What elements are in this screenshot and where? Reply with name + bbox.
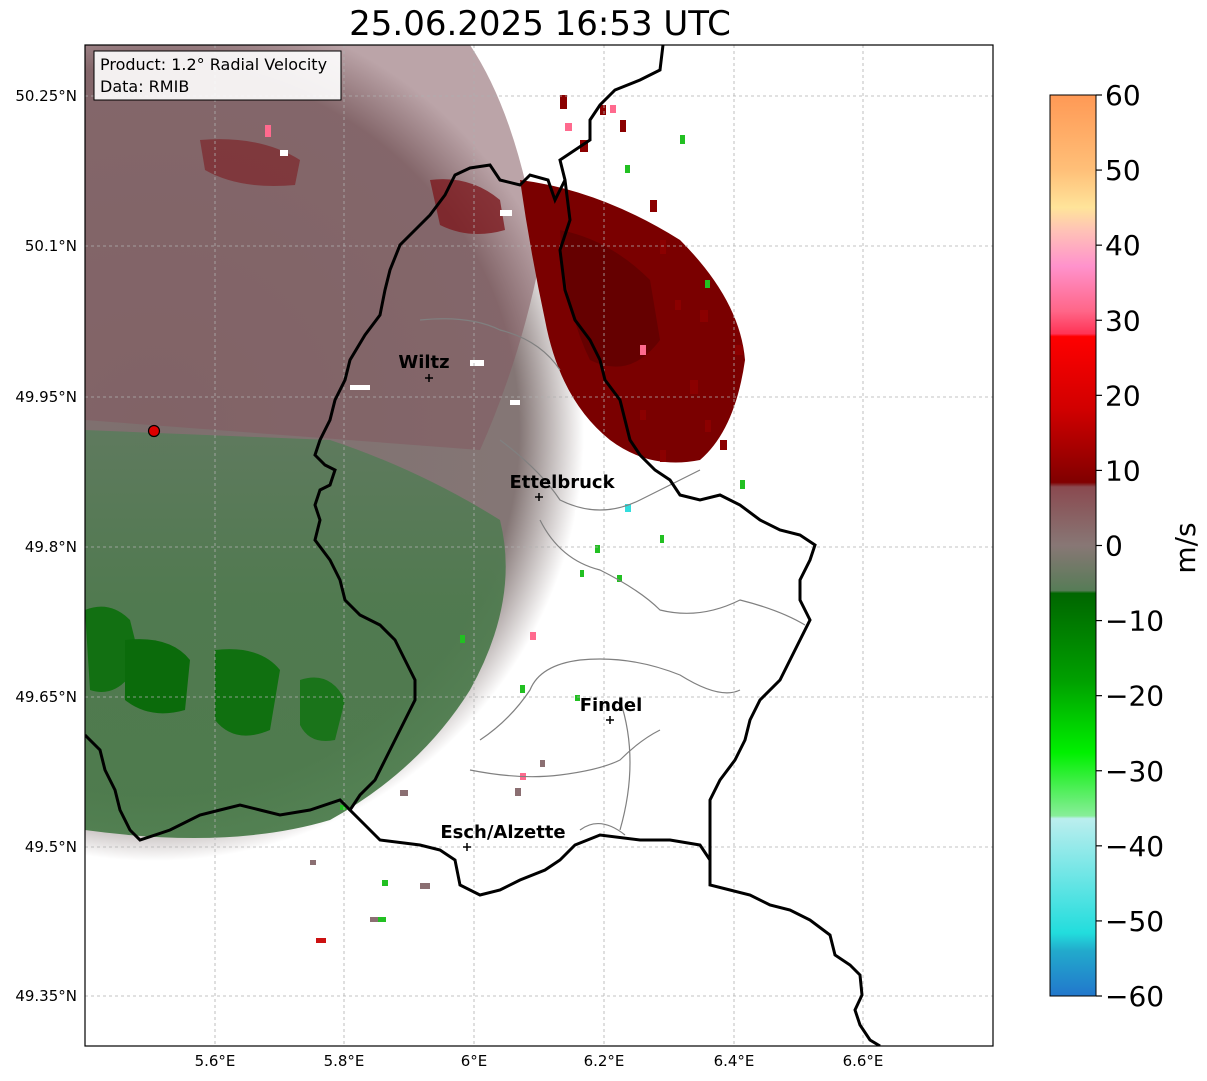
- lat-axis: 50.25°N 50.1°N 49.95°N 49.8°N 49.65°N 49…: [15, 87, 77, 1005]
- lon-tick: 6.6°E: [843, 1052, 884, 1070]
- lat-tick: 49.5°N: [25, 838, 77, 856]
- radar-layer: [85, 45, 745, 943]
- colorbar-tick-label: −30: [1105, 755, 1164, 788]
- lat-tick: 50.1°N: [25, 237, 77, 255]
- info-source: Data: RMIB: [100, 77, 189, 96]
- lon-tick: 6.4°E: [714, 1052, 755, 1070]
- gridlines: [85, 45, 993, 1046]
- lon-tick: 5.6°E: [195, 1052, 236, 1070]
- lat-tick: 49.65°N: [15, 688, 77, 706]
- map-frame: [84, 44, 994, 1047]
- colorbar-tick-label: −10: [1105, 605, 1164, 638]
- city-label-wiltz: Wiltz: [398, 352, 449, 373]
- colorbar-tick-label: 30: [1105, 304, 1141, 337]
- lat-tick: 49.95°N: [15, 388, 77, 406]
- lat-tick: 50.25°N: [15, 87, 77, 105]
- lat-tick: 49.35°N: [15, 987, 77, 1005]
- colorbar-gradient: [1049, 94, 1097, 997]
- colorbar-tick-label: −50: [1105, 905, 1164, 938]
- colorbar-tick-label: 40: [1105, 229, 1141, 262]
- city-label-ettelbruck: Ettelbruck: [509, 472, 615, 493]
- lon-axis: 5.6°E 5.8°E 6°E 6.2°E 6.4°E 6.6°E: [195, 1052, 884, 1070]
- colorbar-tick-label: −20: [1105, 680, 1164, 713]
- colorbar-tick-label: 60: [1105, 79, 1141, 112]
- radar-site-marker: [147, 424, 161, 438]
- colorbar-tick-label: 10: [1105, 454, 1141, 487]
- lon-tick: 6°E: [461, 1052, 488, 1070]
- info-product: Product: 1.2° Radial Velocity: [100, 55, 327, 74]
- colorbar-tick-label: 0: [1105, 530, 1123, 563]
- info-box: Product: 1.2° Radial Velocity Data: RMIB: [93, 50, 342, 101]
- lat-tick: 49.8°N: [25, 538, 77, 556]
- colorbar-tick-label: −40: [1105, 830, 1164, 863]
- colorbar-tick-label: 20: [1105, 379, 1141, 412]
- lon-tick: 6.2°E: [584, 1052, 625, 1070]
- colorbar-tick-label: −60: [1105, 980, 1164, 1013]
- colorbar-unit: m/s: [1169, 522, 1202, 573]
- city-label-findel: Findel: [580, 695, 643, 716]
- colorbar: 60 50 40 30 20 10 0 −10 −20 −30 −40 −50 −60 m/s: [1049, 79, 1202, 1013]
- city-label-esch-alzette: Esch/Alzette: [440, 822, 565, 843]
- colorbar-tick-label: 50: [1105, 154, 1141, 187]
- lon-tick: 5.8°E: [324, 1052, 365, 1070]
- country-border: [85, 45, 881, 1046]
- city-markers: [425, 374, 614, 851]
- map-title: 25.06.2025 16:53 UTC: [349, 4, 731, 44]
